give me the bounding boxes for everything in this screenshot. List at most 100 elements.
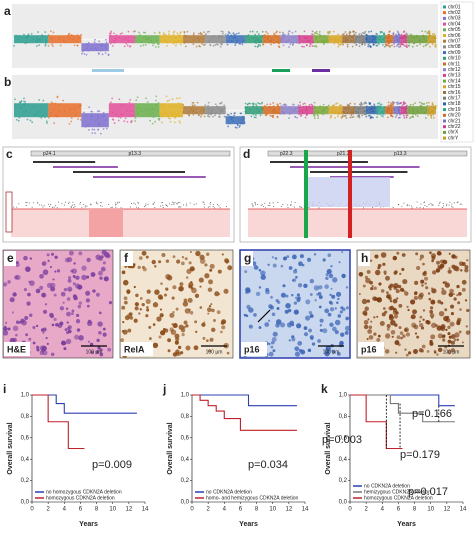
probe: [416, 201, 418, 203]
image-label: H&E: [7, 344, 26, 354]
nucleus: [386, 327, 390, 331]
nucleus: [461, 341, 464, 344]
cn-dot: [296, 116, 298, 119]
cn-dot: [35, 45, 38, 47]
cn-dot: [162, 33, 165, 36]
probe: [269, 202, 271, 204]
cn-dot: [223, 115, 226, 118]
x-tick-label: 8: [413, 507, 417, 513]
probe: [115, 202, 117, 204]
probe: [116, 202, 118, 204]
probe: [31, 206, 33, 208]
cn-segment: [225, 35, 245, 44]
probe: [252, 204, 254, 206]
cn-dot: [337, 33, 339, 36]
cn-dot: [168, 99, 171, 102]
nucleus: [66, 297, 71, 301]
probe: [282, 204, 284, 206]
nucleus: [141, 302, 145, 307]
nucleus: [345, 286, 349, 289]
cn-segment: [244, 35, 263, 44]
nucleus: [431, 259, 434, 263]
probe: [209, 206, 211, 208]
nucleus: [159, 313, 164, 318]
cn-dot: [338, 104, 341, 107]
nucleus: [27, 292, 31, 297]
nucleus: [194, 320, 198, 324]
cn-dot: [223, 104, 226, 107]
legend-label: chr20: [448, 113, 461, 119]
probe: [84, 206, 86, 208]
cn-dot: [349, 30, 351, 33]
cn-dot: [17, 119, 20, 122]
nucleus: [185, 324, 189, 328]
nucleus: [100, 255, 104, 259]
nucleus: [204, 263, 208, 267]
cn-dot: [203, 31, 205, 34]
track: [53, 166, 118, 168]
cn-dot: [329, 116, 332, 119]
nucleus: [416, 335, 420, 339]
nucleus: [322, 328, 328, 334]
nucleus: [309, 314, 314, 318]
nucleus: [331, 349, 335, 354]
p-value: p=0.017: [408, 486, 448, 498]
nucleus: [145, 298, 151, 304]
nucleus: [133, 318, 138, 323]
nucleus: [398, 303, 403, 308]
cn-dot: [221, 32, 224, 35]
cn-dot: [214, 114, 216, 117]
probe: [272, 202, 274, 204]
cn-dot: [254, 45, 257, 48]
cn-dot: [358, 45, 361, 48]
cn-dot: [337, 45, 340, 48]
p-value: p=0.003: [322, 434, 362, 446]
nucleus: [199, 285, 202, 288]
cn-segment: [183, 35, 206, 44]
nucleus: [85, 290, 91, 296]
nucleus: [15, 261, 19, 265]
green-mark: [304, 150, 308, 238]
cn-dot: [91, 128, 94, 131]
cn-dot: [142, 44, 145, 47]
nucleus: [363, 319, 369, 325]
cn-dot: [234, 44, 237, 46]
cn-dot: [107, 54, 110, 57]
nucleus: [414, 332, 418, 335]
cn-dot: [387, 44, 390, 47]
cn-dot: [257, 43, 260, 46]
nucleus: [297, 283, 303, 288]
nucleus: [165, 259, 170, 263]
x-tick-label: 4: [223, 507, 227, 513]
nucleus: [134, 306, 139, 311]
cn-dot: [167, 117, 170, 119]
nucleus: [199, 258, 206, 264]
cn-dot: [377, 102, 379, 105]
nucleus: [99, 348, 103, 352]
y-axis-title: Overall survival: [325, 422, 332, 474]
scale-label: 100 µm: [86, 349, 103, 355]
cn-dot: [336, 102, 339, 105]
cn-segment: [427, 106, 436, 115]
legend-swatch: [443, 39, 446, 43]
y-tick-label: 0,6: [21, 435, 30, 441]
probe: [134, 203, 136, 205]
probe: [52, 206, 54, 208]
nucleus: [384, 272, 387, 276]
nucleus: [44, 303, 48, 306]
cn-dot: [380, 30, 382, 33]
cn-dot: [70, 117, 73, 119]
nucleus: [141, 250, 147, 256]
x-tick-label: 12: [286, 507, 293, 513]
cn-dot: [251, 30, 254, 33]
legend-swatch: [443, 56, 446, 60]
image-label: RelA: [124, 344, 145, 354]
nucleus: [77, 304, 82, 309]
cn-dot: [430, 114, 433, 116]
nucleus: [405, 353, 409, 357]
nucleus: [87, 320, 93, 327]
x-tick-label: 8: [255, 507, 259, 513]
cn-dot: [348, 32, 351, 35]
cn-dot: [432, 113, 435, 116]
probe: [101, 205, 103, 207]
